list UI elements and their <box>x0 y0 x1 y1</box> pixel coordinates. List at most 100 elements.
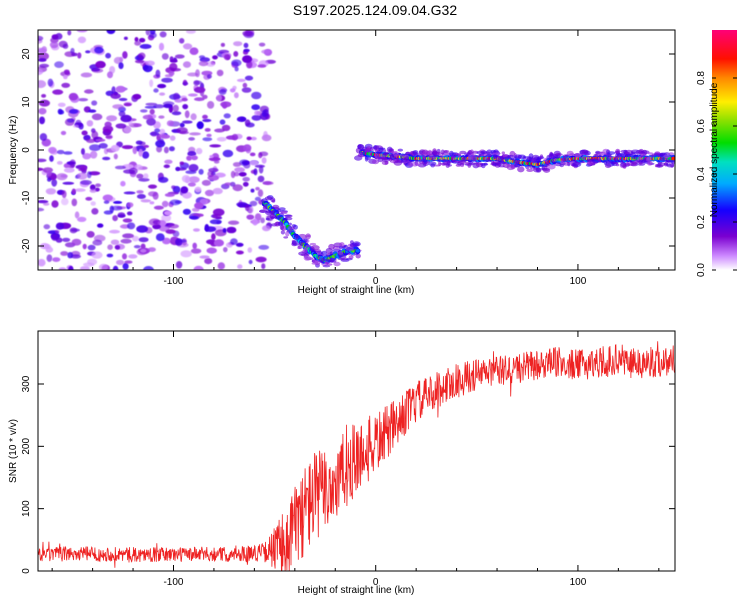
noise-blob <box>259 151 269 157</box>
noise-blob <box>105 135 113 139</box>
noise-blob <box>169 62 178 71</box>
signal-halo <box>280 210 288 215</box>
noise-blob <box>153 205 164 210</box>
noise-blob <box>142 64 153 73</box>
noise-blob <box>102 156 111 161</box>
noise-blob <box>242 176 250 182</box>
colorbar-tick-label: 0.0 <box>696 263 707 277</box>
noise-blob <box>49 155 54 162</box>
signal-halo <box>291 224 296 228</box>
noise-blob <box>232 184 243 192</box>
noise-blob <box>158 115 165 119</box>
noise-blob <box>74 211 80 219</box>
noise-blob <box>95 60 106 69</box>
noise-blob <box>91 100 98 106</box>
noise-blob <box>60 130 67 136</box>
noise-blob <box>164 210 172 216</box>
noise-blob <box>198 55 206 59</box>
signal-halo <box>311 245 320 251</box>
snr-y-tick-label: 100 <box>21 500 32 517</box>
noise-blob <box>61 82 71 88</box>
noise-blob <box>92 239 103 246</box>
noise-blob <box>87 244 96 251</box>
signal-halo <box>536 157 541 164</box>
noise-blob <box>244 75 254 81</box>
noise-blob <box>118 62 124 70</box>
noise-blob <box>136 225 149 233</box>
noise-blob <box>86 171 92 179</box>
noise-blob <box>106 253 114 258</box>
noise-blob <box>63 167 75 173</box>
noise-blob <box>233 51 239 57</box>
signal-halo <box>329 260 337 263</box>
noise-blob <box>74 188 86 192</box>
noise-blob <box>123 36 128 40</box>
signal-halo <box>294 235 299 239</box>
noise-blob <box>248 259 253 265</box>
signal-halo <box>319 257 325 263</box>
snr-frame <box>37 330 676 572</box>
noise-blob <box>39 133 48 141</box>
signal-halo <box>314 262 320 266</box>
noise-blob <box>231 59 242 67</box>
noise-blob <box>212 187 223 195</box>
noise-blob <box>254 110 259 116</box>
noise-blob <box>230 170 236 179</box>
noise-blob <box>86 120 94 127</box>
noise-blob <box>118 97 128 102</box>
noise-blob <box>135 140 143 145</box>
noise-blob <box>234 167 246 173</box>
signal-halo <box>517 154 526 160</box>
noise-blob <box>251 104 261 111</box>
noise-blob <box>192 242 197 249</box>
noise-blob <box>138 237 149 243</box>
spectrogram-x-tick-label: 100 <box>570 276 587 287</box>
noise-blob <box>72 124 79 128</box>
signal-halo <box>269 213 276 219</box>
noise-blob <box>232 85 237 90</box>
noise-blob <box>97 223 104 228</box>
noise-blob <box>166 120 174 127</box>
noise-blob <box>88 109 97 113</box>
signal-halo <box>546 163 556 170</box>
noise-blob <box>183 43 193 50</box>
noise-blob <box>247 247 253 253</box>
noise-blob <box>175 261 183 269</box>
signal-halo <box>283 214 292 217</box>
signal-halo <box>297 245 301 250</box>
noise-blob <box>243 42 249 49</box>
noise-blob <box>102 125 114 133</box>
noise-blob <box>149 131 160 136</box>
signal-halo <box>510 163 515 169</box>
noise-blob <box>167 224 179 229</box>
signal-halo <box>607 151 616 155</box>
signal-halo <box>457 160 467 165</box>
signal-halo <box>546 161 550 166</box>
snr-panel: -100 0 100 0 100 200 300 Height of straight li… <box>8 330 676 596</box>
noise-blob <box>188 137 196 141</box>
noise-blob <box>52 257 61 262</box>
noise-blob <box>257 175 265 183</box>
noise-blob <box>204 226 217 233</box>
signal-core <box>671 156 675 161</box>
colorbar-tick-label: 0.2 <box>696 215 707 229</box>
noise-blob <box>246 214 255 220</box>
noise-blob <box>63 151 73 155</box>
noise-blob <box>184 176 190 184</box>
noise-blob <box>85 50 91 54</box>
noise-blob <box>231 133 238 141</box>
noise-blob <box>38 158 47 163</box>
noise-blob <box>239 159 250 166</box>
noise-blob <box>46 254 53 262</box>
noise-blob <box>122 233 134 239</box>
signal-halo <box>326 263 333 266</box>
noise-blob <box>143 144 150 148</box>
noise-blob <box>158 133 167 138</box>
noise-blob <box>184 110 190 119</box>
signal-halo <box>548 153 556 159</box>
noise-blob <box>70 254 82 259</box>
signal-halo <box>581 149 589 154</box>
noise-blob <box>110 144 120 152</box>
noise-blob <box>154 128 161 133</box>
